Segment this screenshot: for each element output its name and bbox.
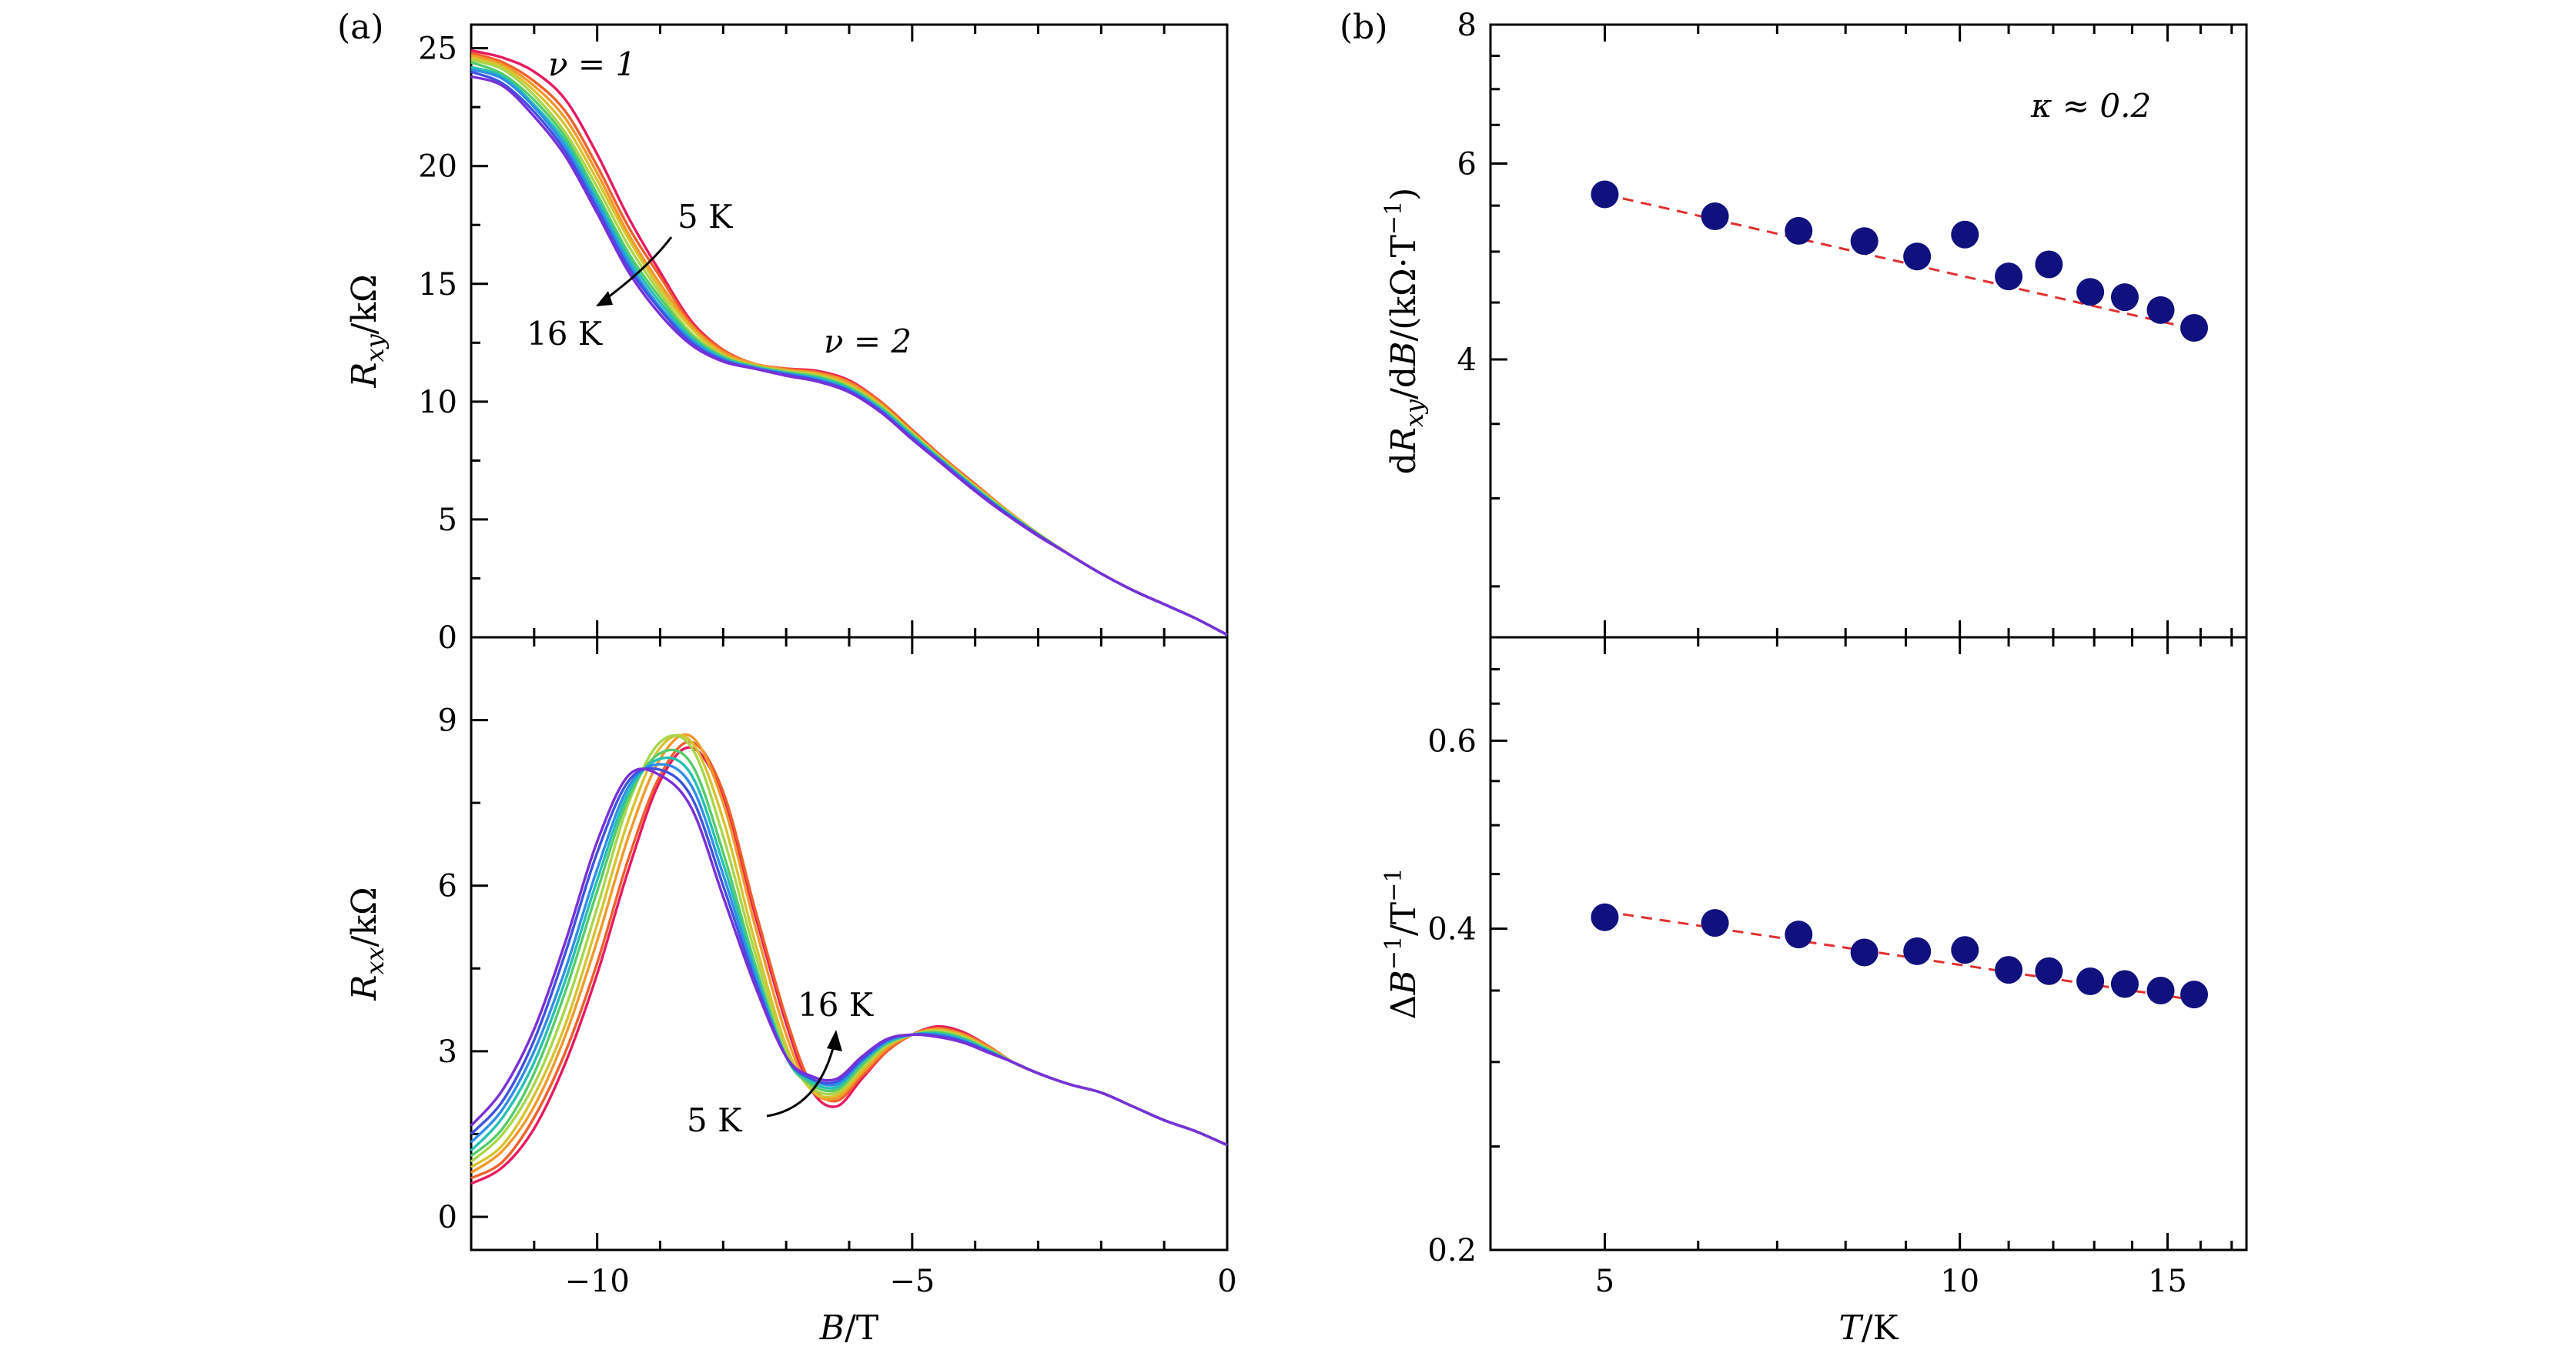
temp-arrow-top [601, 236, 673, 303]
nu2-annotation: ν = 2 [824, 322, 912, 360]
panel-a-bottom: 0 3 6 9 −10 −5 0 16 K 5 K [438, 636, 1237, 1299]
nu1-annotation: ν = 1 [548, 45, 636, 83]
b-top-ylabel: dRxy/dB/(kΩ·T−1) [1380, 188, 1429, 475]
panel-b-bottom-ticks: 5 10 15 0.2 0.4 0.6 [1427, 637, 2233, 1299]
data-point [1701, 202, 1729, 230]
data-point [1903, 937, 1932, 965]
fit-line [1604, 193, 2195, 330]
y-tick-label: 6 [438, 869, 457, 904]
y-tick-label: 0.2 [1427, 1233, 1477, 1268]
y-tick-label: 6 [1457, 147, 1477, 182]
y-tick-label: 0 [438, 1200, 457, 1235]
data-point [2180, 313, 2209, 342]
x-tick-label: 0 [1217, 1264, 1236, 1299]
data-point [1951, 220, 1979, 249]
panel-a-top: 0 5 10 15 20 25 ν = 1 ν = 2 5 K 16 K [418, 23, 1229, 656]
y-tick-label: 5 [438, 503, 457, 538]
y-tick-label: 4 [1457, 343, 1477, 378]
panel-a-bottom-series [470, 733, 1228, 1185]
x-tick-label: 10 [1940, 1264, 1979, 1299]
series-line-7k [470, 733, 1228, 1175]
data-point [1785, 216, 1813, 245]
temp-low-label-bottom: 5 K [687, 1101, 743, 1139]
data-point [1903, 242, 1932, 271]
temp-low-label: 5 K [677, 198, 734, 236]
panel-b-top: 4 6 8 κ ≈ 0.2 [1457, 8, 2248, 639]
series-line-16k [470, 767, 1228, 1147]
data-point [2146, 296, 2175, 324]
data-point [2076, 967, 2105, 996]
data-point [2035, 957, 2063, 985]
panel-a-bottom-ticks: 0 3 6 9 −10 −5 0 [438, 637, 1237, 1299]
y-tick-label: 10 [418, 385, 457, 420]
kappa-annotation: κ ≈ 0.2 [2030, 87, 2151, 125]
x-tick-label: 15 [2148, 1264, 2187, 1299]
y-tick-label: 9 [438, 703, 457, 739]
x-tick-label: −10 [564, 1264, 629, 1299]
temp-arrowhead-bottom [827, 1030, 842, 1051]
series-line-6k [470, 740, 1228, 1180]
a-bottom-ylabel: Rxx/kΩ [345, 887, 390, 1001]
data-point [1951, 936, 1979, 964]
y-tick-label: 25 [418, 32, 457, 67]
data-point [1591, 903, 1619, 931]
y-tick-label: 0 [438, 620, 457, 656]
panel-b-bottom-points [1591, 903, 2209, 1009]
panel-a-top-ticks: 0 5 10 15 20 25 [418, 25, 1229, 656]
panel-b-bottom: 5 10 15 0.2 0.4 0.6 [1427, 636, 2248, 1299]
data-point [1701, 909, 1729, 937]
temp-arrow-bottom [766, 1048, 835, 1118]
data-point [1850, 227, 1878, 256]
data-point [2076, 278, 2105, 306]
b-bottom-ylabel: ΔB−1/T−1 [1380, 868, 1423, 1020]
x-tick-label: −5 [889, 1264, 935, 1299]
data-point [1995, 262, 2023, 291]
data-point [2110, 283, 2139, 312]
panel-label-a: (a) [337, 8, 384, 47]
data-point [1785, 921, 1813, 949]
panel-b-bottom-frame [1489, 636, 2248, 1251]
fit-line [1604, 910, 2195, 1001]
a-top-ylabel: Rxy/kΩ [345, 274, 390, 388]
y-tick-label: 0.4 [1427, 912, 1477, 947]
panel-label-b: (b) [1340, 8, 1388, 47]
panel-a-top-series [470, 49, 1228, 637]
temp-high-label-bottom: 16 K [798, 986, 875, 1024]
x-tick-label: 5 [1595, 1264, 1614, 1299]
data-point [2180, 981, 2209, 1009]
data-point [2110, 970, 2139, 998]
data-point [2035, 250, 2063, 279]
data-point [1995, 956, 2023, 984]
data-point [2146, 976, 2175, 1004]
b-xlabel: T/K [1838, 1308, 1899, 1348]
panel-b-top-ticks: 4 6 8 [1457, 8, 2233, 637]
a-xlabel: B/T [819, 1308, 879, 1348]
y-tick-label: 3 [438, 1034, 457, 1070]
series-line-16k [470, 75, 1228, 637]
panel-a-bottom-frame [470, 636, 1229, 1251]
data-point [1591, 180, 1619, 209]
y-tick-label: 20 [418, 149, 457, 185]
y-tick-label: 8 [1457, 8, 1477, 43]
temp-arrowhead-top [596, 291, 613, 306]
temp-high-label: 16 K [527, 315, 604, 353]
panel-b-top-points [1591, 180, 2209, 342]
data-point [1850, 938, 1878, 967]
y-tick-label: 15 [418, 267, 457, 302]
y-tick-label: 0.6 [1427, 723, 1477, 759]
